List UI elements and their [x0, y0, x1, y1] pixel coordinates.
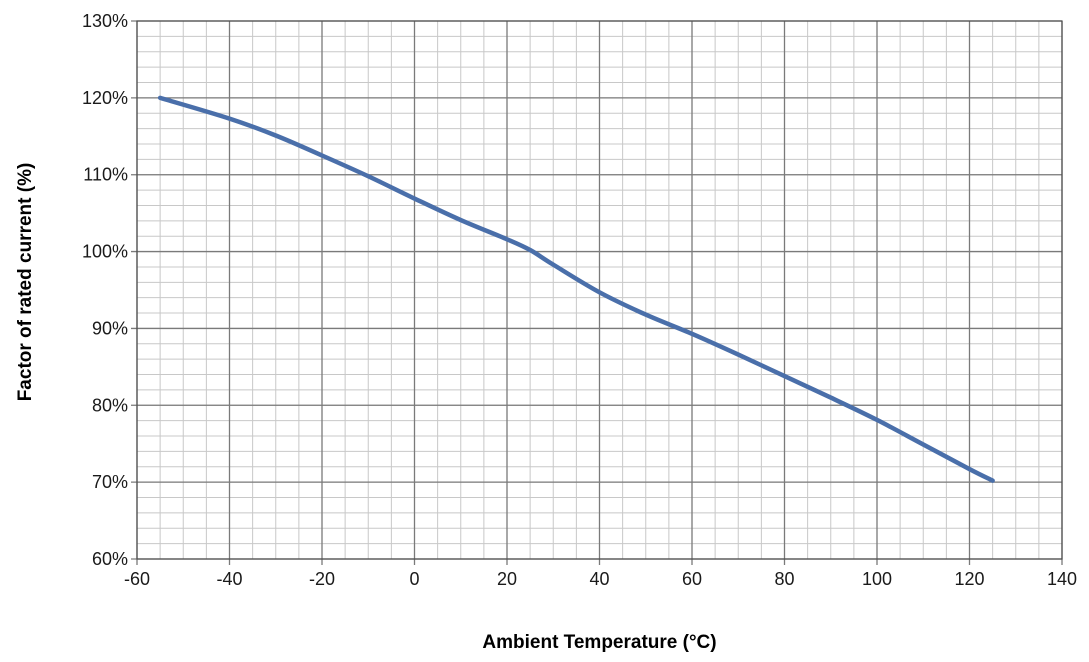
- y-tick-label: 110%: [83, 165, 128, 185]
- y-tick-label: 130%: [82, 11, 128, 31]
- x-tick-label: 20: [497, 569, 517, 589]
- x-tick-label: 40: [589, 569, 609, 589]
- x-tick-label: -60: [124, 569, 150, 589]
- x-tick-label: 80: [774, 569, 794, 589]
- x-tick-label: -20: [309, 569, 335, 589]
- x-tick-labels: -60 -40 -20 0 20 40 60 80 100 120 140: [124, 569, 1077, 589]
- x-tick-label: 100: [862, 569, 892, 589]
- y-tick-label: 120%: [82, 88, 128, 108]
- series-line-0: [157, 95, 995, 483]
- x-tick-label: 0: [409, 569, 419, 589]
- y-tick-labels: 60% 70% 80% 90% 100% 110% 120% 130%: [82, 11, 128, 569]
- y-axis-title: Factor of rated current (%): [15, 163, 36, 402]
- y-tick-label: 80%: [92, 395, 128, 415]
- y-tick-label: 60%: [92, 549, 128, 569]
- x-tick-label: 60: [682, 569, 702, 589]
- y-tick-label: 100%: [82, 242, 128, 262]
- x-tick-label: 140: [1047, 569, 1077, 589]
- x-tick-label: 120: [954, 569, 984, 589]
- plot-frame: [136, 20, 1063, 560]
- x-axis-title: Ambient Temperature (°C): [482, 632, 716, 653]
- series-layer: [157, 95, 995, 483]
- x-tick-label: -40: [216, 569, 242, 589]
- y-tick-label: 90%: [92, 318, 128, 338]
- y-tick-label: 70%: [92, 472, 128, 492]
